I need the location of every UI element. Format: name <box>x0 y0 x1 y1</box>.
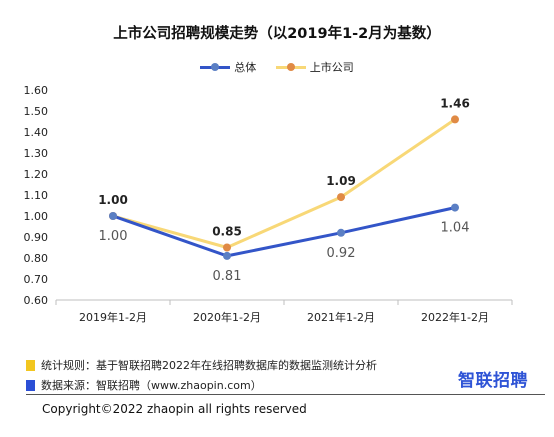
brand-logo: 智联招聘 <box>458 371 528 391</box>
y-tick-label: 1.30 <box>24 147 49 160</box>
x-tick-label: 2021年1-2月 <box>307 310 375 324</box>
y-tick-label: 1.20 <box>24 168 49 181</box>
y-tick-label: 0.60 <box>24 294 49 307</box>
chart-title: 上市公司招聘规模走势（以2019年1-2月为基数） <box>113 26 441 42</box>
divider <box>26 394 545 395</box>
legend-swatch-overall <box>200 62 231 72</box>
x-tick-label: 2020年1-2月 <box>193 310 261 324</box>
data-point-overall <box>109 212 117 220</box>
y-tick-label: 1.40 <box>24 126 49 139</box>
legend: 总体 上市公司 <box>0 59 554 75</box>
footer-source: 数据来源：智联招聘（www.zhaopin.com） <box>26 377 262 393</box>
data-label-listed: 1.46 <box>440 96 470 110</box>
y-tick-label: 1.10 <box>24 189 49 202</box>
data-label-overall: 1.04 <box>441 221 470 236</box>
data-point-listed <box>451 115 459 124</box>
footer-rule: 统计规则：基于智联招聘2022年在线招聘数据库的数据监测统计分析 <box>26 357 377 373</box>
series-line-overall <box>111 206 457 258</box>
y-tick-label: 0.70 <box>24 273 49 286</box>
data-label-overall: 1.00 <box>99 229 128 244</box>
data-point-overall <box>451 203 459 212</box>
copyright-text: Copyright©2022 zhaopin all rights reserv… <box>42 402 307 416</box>
data-label-listed: 0.85 <box>212 225 242 239</box>
legend-swatch-listed <box>275 62 306 72</box>
data-label-listed: 1.09 <box>326 174 356 188</box>
x-tick-label: 2019年1-2月 <box>79 310 147 324</box>
y-tick-label: 0.90 <box>24 231 49 244</box>
data-label-overall: 0.92 <box>327 246 356 261</box>
data-point-listed <box>223 243 231 252</box>
legend-item-listed: 上市公司 <box>275 59 354 75</box>
y-tick-label: 1.60 <box>24 84 49 97</box>
source-marker <box>26 379 35 391</box>
rule-marker <box>26 359 35 371</box>
x-tick-label: 2022年1-2月 <box>421 310 489 324</box>
legend-label-listed: 上市公司 <box>309 61 354 74</box>
data-point-listed <box>337 193 345 202</box>
y-tick-label: 1.00 <box>24 210 49 223</box>
legend-item-overall: 总体 <box>200 59 256 75</box>
y-tick-label: 1.50 <box>24 105 49 118</box>
legend-label-overall: 总体 <box>234 61 257 74</box>
data-point-overall <box>337 228 345 237</box>
series-line-listed <box>111 117 457 249</box>
rule-text: 统计规则：基于智联招聘2022年在线招聘数据库的数据监测统计分析 <box>41 359 377 372</box>
data-point-overall <box>223 251 231 260</box>
source-text: 数据来源：智联招聘（www.zhaopin.com） <box>41 379 262 392</box>
data-label-listed: 1.00 <box>98 193 128 207</box>
data-label-overall: 0.81 <box>213 269 242 284</box>
y-tick-label: 0.80 <box>24 252 49 265</box>
